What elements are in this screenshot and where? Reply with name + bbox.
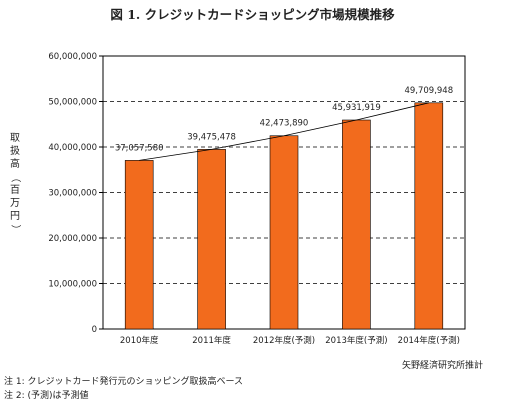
data-label: 45,931,919: [332, 103, 381, 113]
y-tick-label: 50,000,000: [48, 98, 97, 108]
bar: [269, 135, 299, 330]
y-tick-label: 40,000,000: [48, 143, 97, 153]
y-tick-label: 10,000,000: [48, 280, 97, 290]
bar: [414, 102, 444, 330]
y-axis-label-char: 高: [10, 159, 20, 170]
data-label: 42,473,890: [260, 119, 309, 129]
y-axis-label-char: 取: [10, 133, 20, 144]
y-axis-label-char: 万: [10, 198, 20, 209]
bar: [124, 160, 154, 330]
x-tick-label: 2012年度(予測): [253, 335, 315, 346]
y-tick-label: 0: [92, 325, 97, 335]
y-axis-label-char: （: [9, 172, 21, 183]
note-2: 注 2: (予測)は予測値: [4, 391, 89, 401]
source-credit: 矢野経済研究所推計: [402, 361, 484, 371]
bar: [197, 149, 226, 330]
data-label: 37,057,580: [115, 143, 164, 153]
x-tick-label: 2013年度(予測): [325, 335, 387, 346]
note-1: 注 1: クレジットカード発行元のショッピング取扱高ベース: [4, 377, 244, 387]
data-label: 39,475,478: [187, 132, 236, 142]
trend-line: [139, 102, 429, 161]
y-tick-label: 60,000,000: [48, 52, 97, 62]
y-tick-label: 20,000,000: [48, 234, 97, 244]
x-tick-label: 2014年度(予測): [398, 335, 460, 346]
y-axis-label-char: ）: [9, 224, 21, 235]
y-axis-label-char: 扱: [10, 146, 20, 157]
chart-title: 図 1. クレジットカードショッピング市場規模推移: [110, 7, 395, 22]
y-tick-label: 30,000,000: [48, 189, 97, 199]
x-tick-label: 2011年度: [192, 335, 231, 346]
data-label: 49,709,948: [404, 86, 453, 96]
y-axis-label-char: 円: [10, 211, 20, 222]
x-tick-label: 2010年度: [120, 335, 159, 346]
bar: [342, 119, 371, 330]
y-axis-label-char: 百: [10, 185, 20, 196]
